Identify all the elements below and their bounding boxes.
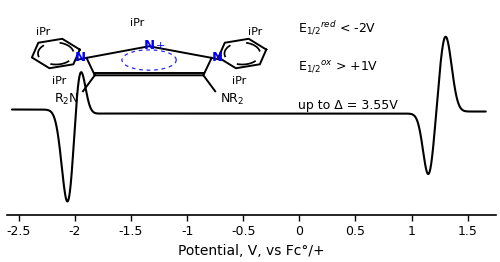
- Text: E$_{1/2}$$^{ox}$ > +1V: E$_{1/2}$$^{ox}$ > +1V: [298, 59, 378, 75]
- Text: up to Δ = 3.55V: up to Δ = 3.55V: [298, 99, 398, 112]
- Text: E$_{1/2}$$^{red}$ < -2V: E$_{1/2}$$^{red}$ < -2V: [298, 19, 376, 36]
- X-axis label: Potential, V, vs Fc°/+: Potential, V, vs Fc°/+: [178, 244, 325, 258]
